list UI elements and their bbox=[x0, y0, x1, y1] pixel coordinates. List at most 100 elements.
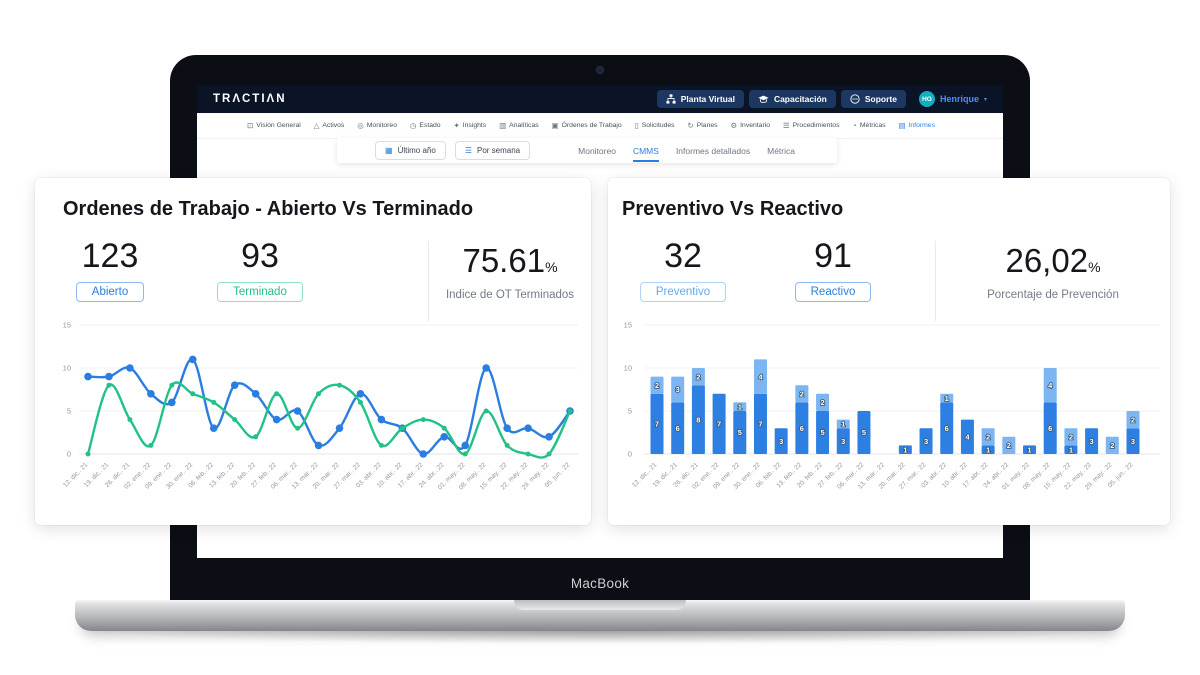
nav-item-estado[interactable]: ◷ Estado bbox=[410, 121, 441, 130]
calendar-icon: ▦ bbox=[385, 146, 393, 155]
tractian-logo: TRΛCTIΛN bbox=[213, 93, 287, 105]
list-lines-icon: ☰ bbox=[782, 121, 790, 130]
svg-text:5: 5 bbox=[862, 428, 866, 437]
work-order-icon: ▣ bbox=[551, 121, 559, 130]
header-button-soporte[interactable]: Soporte bbox=[840, 90, 906, 108]
svg-text:10: 10 bbox=[624, 364, 632, 373]
svg-text:1: 1 bbox=[986, 445, 990, 454]
nav-item-inventario[interactable]: ⚙ Inventario bbox=[730, 121, 770, 130]
nav-item-ordenes-de-trabajo[interactable]: ▣ Órdenes de Trabajo bbox=[552, 121, 622, 130]
filter-button-label: Último año bbox=[397, 146, 436, 155]
svg-text:2: 2 bbox=[1110, 441, 1114, 450]
preventive-reactive-stats: 32 Preventivo 91 Reactivo 26,02% Porcent… bbox=[608, 237, 1170, 321]
preventive-reactive-card: Preventivo Vs Reactivo 32 Preventivo 91 … bbox=[608, 178, 1170, 525]
svg-text:6: 6 bbox=[676, 424, 680, 433]
stacked-bar-chart-preventivo-vs-reactivo: 0 5 10 15 12. dic.. 21 19. dic.. 21 26. dic.. … bbox=[608, 318, 1170, 518]
svg-text:15: 15 bbox=[63, 321, 71, 330]
nav-item-label: Analíticas bbox=[509, 122, 539, 129]
svg-text:6: 6 bbox=[945, 424, 949, 433]
svg-text:2: 2 bbox=[800, 390, 804, 399]
tab-monitoreo[interactable]: Monitoreo bbox=[578, 145, 616, 156]
stat-prevention-rate: 26,02% Porcentaje de Prevención bbox=[936, 239, 1170, 301]
gauge-icon: ◔ bbox=[852, 121, 857, 130]
svg-text:1: 1 bbox=[1069, 445, 1073, 454]
list-icon: ☰ bbox=[464, 146, 472, 155]
stats-divider bbox=[935, 241, 936, 321]
svg-text:0: 0 bbox=[628, 450, 632, 459]
tab-metrica[interactable]: Métrica bbox=[767, 145, 795, 156]
header-button-capacitacion[interactable]: Capacitación bbox=[748, 90, 836, 108]
stat-terminado-pill[interactable]: Terminado bbox=[217, 281, 303, 302]
nav-item-label: Solicitudes bbox=[641, 122, 675, 129]
camera-icon bbox=[596, 66, 604, 74]
nav-item-vision-general[interactable]: ⊡ Visión General bbox=[247, 121, 301, 130]
stat-reactivo-pill[interactable]: Reactivo bbox=[794, 281, 872, 302]
filter-button-ultimo-ano[interactable]: ▦ Último año bbox=[375, 141, 446, 160]
monitor-icon: ⊡ bbox=[247, 121, 254, 130]
svg-text:3: 3 bbox=[924, 437, 928, 446]
spark-icon: ✦ bbox=[453, 121, 460, 130]
nav-item-monitoreo[interactable]: ◎ Monitoreo bbox=[357, 121, 397, 130]
app-header: TRΛCTIΛN Planta Virtual Capacitación Sopor… bbox=[197, 85, 1003, 113]
nav-item-informes[interactable]: ▤ Informes bbox=[898, 121, 935, 130]
svg-text:3: 3 bbox=[1090, 437, 1094, 446]
stat-preventivo: 32 Preventivo bbox=[608, 237, 758, 302]
svg-text:0: 0 bbox=[67, 450, 71, 459]
laptop-brand-label: MacBook bbox=[570, 576, 630, 591]
svg-text:1: 1 bbox=[1027, 445, 1031, 454]
filter-button-label: Por semana bbox=[476, 146, 521, 155]
svg-text:1: 1 bbox=[945, 394, 949, 403]
header-button-label: Capacitación bbox=[773, 94, 827, 104]
stat-ot-rate: 75.61% Indice de OT Terminados bbox=[429, 239, 591, 301]
svg-text:3: 3 bbox=[676, 385, 680, 394]
filter-button-por-semana[interactable]: ☰ Por semana bbox=[454, 141, 531, 160]
svg-text:5: 5 bbox=[628, 407, 632, 416]
svg-text:2: 2 bbox=[655, 381, 659, 390]
line-chart-abierto-vs-terminado: 0 5 10 15 12. dic.. 21 19. dic.. 21 26. dic.. … bbox=[35, 318, 591, 518]
nav-item-activos[interactable]: △ Activos bbox=[314, 121, 345, 130]
svg-text:5: 5 bbox=[738, 428, 742, 437]
svg-text:4: 4 bbox=[758, 372, 763, 381]
svg-text:3: 3 bbox=[1131, 437, 1135, 446]
svg-text:7: 7 bbox=[758, 420, 762, 429]
nav-item-planes[interactable]: ↻ Planes bbox=[687, 121, 717, 130]
sensor-icon: ◎ bbox=[357, 121, 364, 130]
nav-item-label: Órdenes de Trabajo bbox=[561, 122, 622, 129]
tab-informes-detallados[interactable]: Informes detallados bbox=[675, 145, 751, 156]
stat-abierto-pill[interactable]: Abierto bbox=[75, 281, 145, 302]
stat-prevention-rate-suffix: % bbox=[1088, 259, 1101, 275]
nav-item-solicitudes[interactable]: ▯ Solicitudes bbox=[635, 121, 675, 130]
svg-text:2: 2 bbox=[986, 433, 990, 442]
laptop-base bbox=[75, 600, 1125, 631]
svg-text:4: 4 bbox=[965, 433, 970, 442]
nav-item-label: Activos bbox=[322, 122, 345, 129]
header-button-planta-virtual[interactable]: Planta Virtual bbox=[656, 90, 744, 108]
stat-preventivo-value: 32 bbox=[664, 237, 702, 275]
nav-item-insights[interactable]: ✦ Insights bbox=[453, 121, 486, 130]
nav-item-procedimientos[interactable]: ☰ Procedimientos bbox=[783, 121, 840, 130]
svg-text:4: 4 bbox=[1048, 381, 1053, 390]
user-menu[interactable]: HO Henrique ▾ bbox=[918, 91, 987, 107]
clock-icon: ◷ bbox=[409, 121, 417, 130]
svg-text:2: 2 bbox=[1131, 415, 1135, 424]
nav-item-metricas[interactable]: ◔ Métricas bbox=[852, 121, 885, 130]
header-buttons: Planta Virtual Capacitación Soporte bbox=[656, 90, 906, 108]
tab-cmms[interactable]: CMMS bbox=[632, 140, 659, 162]
svg-text:15: 15 bbox=[624, 321, 632, 330]
report-icon: ▤ bbox=[898, 121, 906, 130]
nav-item-label: Métricas bbox=[859, 122, 886, 129]
nav-item-label: Estado bbox=[419, 122, 441, 129]
work-orders-stats: 123 Abierto 93 Terminado 75.61% Indice d… bbox=[35, 238, 591, 321]
stat-ot-rate-suffix: % bbox=[545, 259, 558, 275]
svg-text:3: 3 bbox=[841, 437, 845, 446]
svg-text:6: 6 bbox=[1048, 424, 1052, 433]
request-icon: ▯ bbox=[634, 121, 639, 130]
nav-item-analiticas[interactable]: ▥ Analíticas bbox=[499, 121, 539, 130]
svg-text:7: 7 bbox=[655, 420, 659, 429]
nav-item-label: Insights bbox=[462, 122, 487, 129]
preventive-reactive-card-title: Preventivo Vs Reactivo bbox=[622, 198, 844, 220]
nav-items: ⊡ Visión General △ Activos ◎ Monitoreo ◷ Estado… bbox=[197, 113, 1003, 139]
svg-text:2: 2 bbox=[1069, 433, 1073, 442]
stat-preventivo-pill[interactable]: Preventivo bbox=[639, 281, 727, 302]
